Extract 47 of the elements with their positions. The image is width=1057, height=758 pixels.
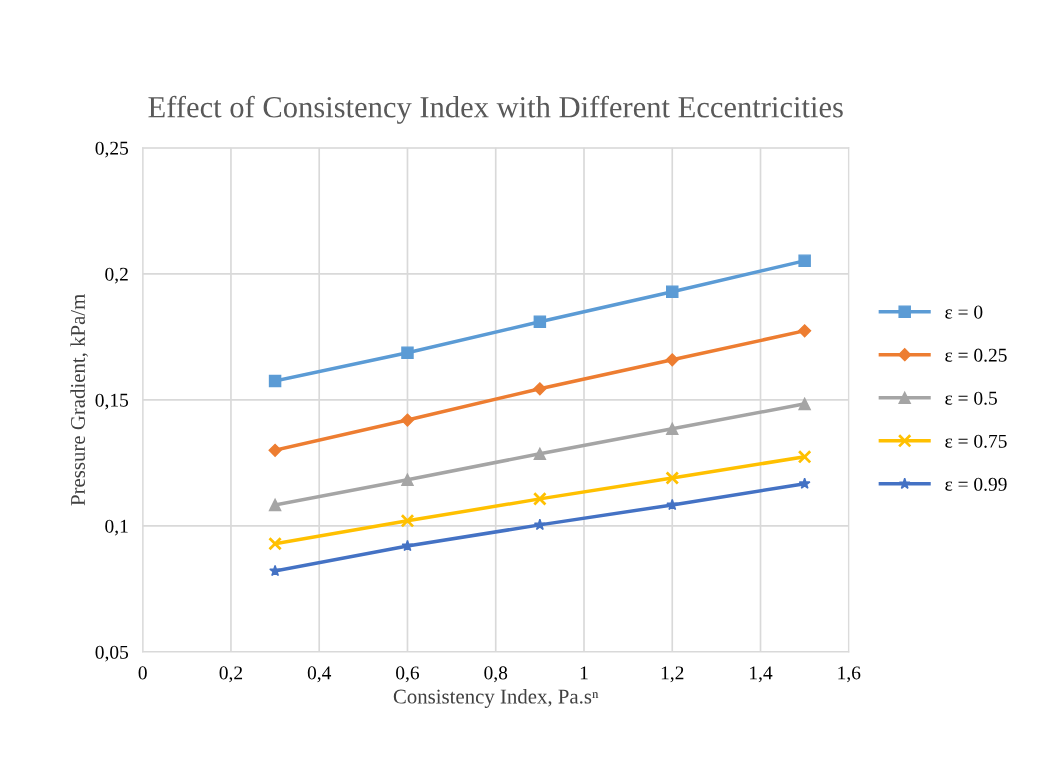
point [798,397,811,411]
x-tick-label: 0,2 [219,666,243,683]
point [666,498,679,511]
x-tick-label: 0,4 [307,666,332,683]
chart-title: Effect of Consistency Index with Different Eccentricities [148,95,843,124]
legend-label: ε = 0.99 [945,477,1007,491]
point [798,324,812,338]
legend-label: ε = 0.25 [945,348,1007,362]
point [400,513,415,528]
x-tick-label: 1,4 [750,666,773,683]
point [533,518,546,531]
point [533,382,547,396]
point [400,413,415,427]
point [268,498,282,512]
x-tick-label: 0,8 [484,666,508,683]
x-tick-label: 1,6 [838,666,861,683]
point [401,473,414,486]
y-tick-label: 0,1 [105,519,128,536]
point [268,374,282,388]
y-tick-label: 0,15 [95,393,129,410]
point [269,564,282,577]
point [797,449,812,464]
legend-label: ε = 0.5 [945,391,997,405]
legend-label: ε = 0 [945,305,983,319]
point [665,353,679,367]
point [268,536,283,551]
x-axis-title: Consistency Index, Pa.sⁿ [393,688,599,708]
point [401,346,414,359]
x-tick-label: 0,6 [396,666,420,683]
y-tick-label: 0,2 [105,267,128,284]
point [268,443,282,457]
point [666,422,679,436]
point [533,447,547,461]
x-tick-label: 1 [580,666,588,680]
point [533,315,547,328]
point [401,539,414,552]
legend-label: ε = 0.75 [945,434,1007,448]
point [665,471,680,485]
y-axis-title: Pressure Gradient, kPa/m [70,294,88,506]
y-tick-label: 0,25 [95,141,129,158]
point [798,254,811,267]
point [798,477,811,489]
point [532,491,547,506]
point [666,285,679,298]
x-tick-label: 0 [138,666,147,680]
x-tick-label: 1,2 [661,666,684,683]
y-tick-label: 0,05 [95,645,129,662]
